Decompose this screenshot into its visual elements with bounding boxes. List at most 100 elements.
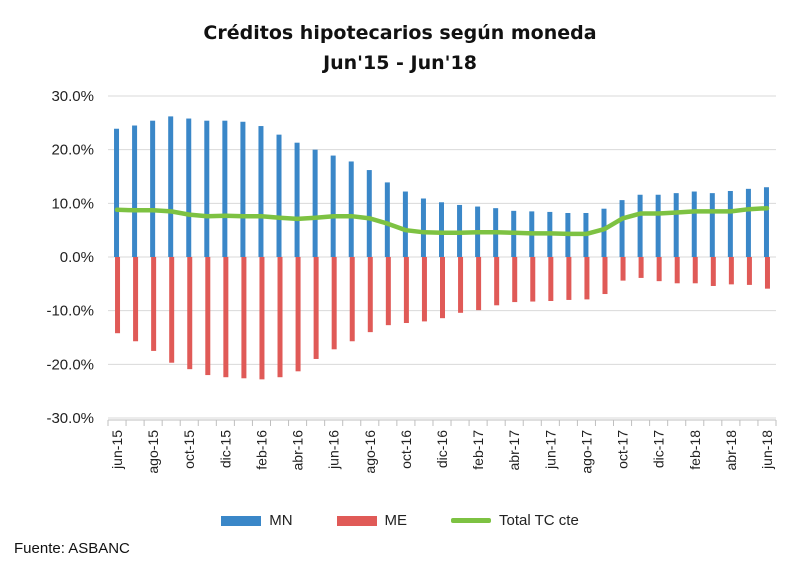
series-me-bars xyxy=(115,257,770,380)
bar-me xyxy=(331,257,337,350)
bar-mn xyxy=(384,182,390,257)
x-tick-label: abr-18 xyxy=(723,430,739,471)
bar-mn xyxy=(240,121,246,257)
bar-me xyxy=(205,257,211,376)
legend-item-mn: MN xyxy=(221,512,293,529)
bar-mn xyxy=(258,126,264,257)
bar-mn xyxy=(619,200,625,257)
bar-me xyxy=(494,257,500,306)
bar-mn xyxy=(763,187,769,257)
bar-me xyxy=(367,257,373,333)
bar-mn xyxy=(637,194,643,257)
legend-item-me: ME xyxy=(336,512,408,529)
grid-lines xyxy=(108,95,776,419)
bar-mn xyxy=(168,116,174,257)
bar-me xyxy=(169,257,175,363)
bar-mn xyxy=(601,208,607,257)
x-tick-label: oct-15 xyxy=(181,430,197,469)
bar-me xyxy=(746,257,752,285)
legend-swatch-total xyxy=(451,518,492,523)
bar-mn xyxy=(691,191,697,257)
chart-title: Créditos hipotecarios según moneda xyxy=(203,22,597,44)
bar-me xyxy=(277,257,283,378)
bar-me xyxy=(530,257,536,302)
bar-me xyxy=(548,257,554,302)
y-tick-label: 20.0% xyxy=(51,142,94,159)
bar-mn xyxy=(222,120,228,257)
x-tick-label: feb-18 xyxy=(687,430,703,470)
legend-swatch-me xyxy=(336,515,377,526)
bar-me xyxy=(638,257,644,278)
bar-me xyxy=(728,257,734,285)
bar-me xyxy=(476,257,482,311)
bar-mn xyxy=(402,191,408,257)
y-tick-label: -20.0% xyxy=(46,356,94,373)
x-tick-label: dic-16 xyxy=(434,430,450,468)
bar-me xyxy=(458,257,464,313)
legend-label-total: Total TC cte xyxy=(499,512,579,529)
line-total-path xyxy=(114,205,770,237)
bar-mn xyxy=(132,125,138,258)
bar-me xyxy=(692,257,698,284)
bar-me xyxy=(385,257,391,326)
bar-mn xyxy=(114,128,120,257)
bar-me xyxy=(512,257,518,303)
legend-item-total: Total TC cte xyxy=(451,512,579,529)
chart-canvas: 30.0% 20.0% 10.0% 0.0% -10.0% -20.0% -30.0% ju… xyxy=(46,88,777,474)
bar-mn xyxy=(150,120,156,257)
x-axis-ticks: jun-15 ago-15 oct-15 dic-15 feb-16 abr-16 jun-… xyxy=(107,419,777,474)
bar-mn xyxy=(439,202,444,257)
bar-mn xyxy=(330,155,336,257)
bar-me xyxy=(133,257,139,342)
bar-me xyxy=(584,257,590,300)
x-tick-label: jun-18 xyxy=(759,430,775,470)
source-note: Fuente: ASBANC xyxy=(14,540,130,557)
bar-mn xyxy=(709,193,715,257)
bar-me xyxy=(403,257,409,324)
bar-mn xyxy=(745,188,751,257)
bar-me xyxy=(602,257,608,295)
bar-me xyxy=(115,257,121,334)
bar-me xyxy=(566,257,572,300)
bar-me xyxy=(674,257,680,284)
x-tick-label: ago-16 xyxy=(362,430,378,474)
bar-mn xyxy=(294,142,300,257)
bar-me xyxy=(656,257,662,282)
bar-me xyxy=(151,257,157,351)
bar-me xyxy=(440,257,445,319)
chart-subtitle: Jun'15 - Jun'18 xyxy=(323,52,477,74)
bar-me xyxy=(349,257,355,342)
bar-me xyxy=(710,257,716,286)
x-tick-label: feb-17 xyxy=(470,430,486,470)
bar-me xyxy=(620,257,626,281)
y-tick-label: 10.0% xyxy=(51,195,94,212)
x-tick-label: feb-16 xyxy=(253,430,269,470)
x-tick-label: ago-15 xyxy=(145,430,161,474)
bar-mn xyxy=(186,118,192,257)
y-tick-label: -30.0% xyxy=(46,410,94,427)
bar-me xyxy=(295,257,301,372)
bar-me xyxy=(421,257,427,322)
y-axis-ticks: 30.0% 20.0% 10.0% 0.0% -10.0% -20.0% -30.0% xyxy=(46,88,94,427)
x-tick-label: jun-15 xyxy=(109,430,125,470)
bar-mn xyxy=(655,194,661,257)
x-tick-label: dic-17 xyxy=(651,430,667,468)
bar-me xyxy=(223,257,229,378)
bar-mn xyxy=(366,170,372,257)
x-tick-label: abr-17 xyxy=(506,430,522,471)
bar-mn xyxy=(348,161,354,257)
x-tick-label: ago-17 xyxy=(578,430,594,474)
y-tick-label: -10.0% xyxy=(46,303,94,320)
bar-mn xyxy=(204,120,210,257)
bar-me xyxy=(241,257,247,379)
bar-mn xyxy=(673,193,679,257)
x-tick-label: oct-17 xyxy=(615,430,631,469)
bar-mn xyxy=(312,149,318,257)
chart-title-block: Créditos hipotecarios según moneda Jun'1… xyxy=(0,18,800,78)
x-tick-label: oct-16 xyxy=(398,430,414,469)
bar-mn xyxy=(420,198,426,257)
x-tick-label: abr-16 xyxy=(290,430,306,471)
legend-label-me: ME xyxy=(384,512,408,529)
bar-me xyxy=(259,257,265,380)
x-tick-label: dic-15 xyxy=(217,430,233,468)
